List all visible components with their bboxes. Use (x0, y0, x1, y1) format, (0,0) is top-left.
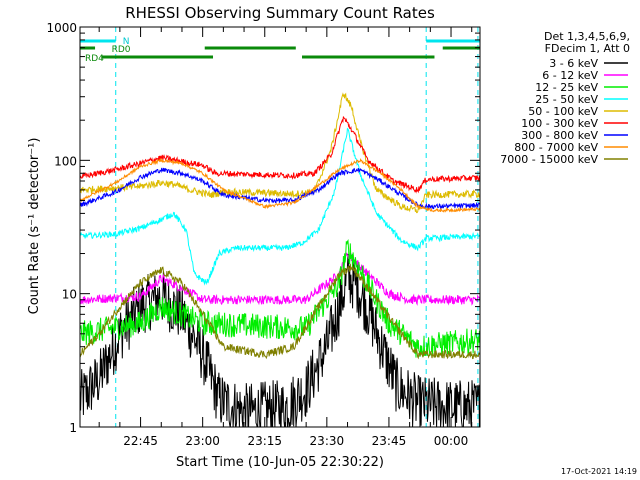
y-tick-label: 1 (69, 421, 77, 435)
x-axis: 22:45 23:00 23:15 23:30 23:45 00:00 (98, 27, 473, 448)
interval-label: RD4 (85, 54, 104, 64)
y-tick-label: 10 (62, 288, 77, 302)
chart-title: RHESSI Observing Summary Count Rates (125, 4, 435, 22)
y-axis-label: Count Rate (s⁻¹ detector⁻¹) (27, 138, 42, 315)
timestamp: 17-Oct-2021 14:19 (561, 467, 637, 476)
x-tick-label: 23:30 (310, 434, 345, 448)
legend-label: 25 - 50 keV (535, 93, 598, 106)
plot-frame (79, 26, 481, 428)
series-line-4 (80, 92, 480, 214)
series-line-2 (80, 238, 480, 358)
x-tick-label: 23:00 (185, 434, 220, 448)
legend-label: 7000 - 15000 keV (500, 153, 598, 166)
series-line-0 (80, 253, 480, 427)
y-tick-label: 1000 (46, 21, 77, 35)
x-axis-label: Start Time (10-Jun-05 22:30:22) (176, 455, 384, 470)
series-line-3 (80, 127, 480, 286)
interval-label: RD0 (112, 45, 131, 55)
x-tick-label: 23:45 (372, 434, 407, 448)
decimation-info: FDecim 1, Att 0 (545, 42, 630, 55)
x-tick-label: 00:00 (434, 434, 469, 448)
series-line-8 (80, 263, 480, 360)
series-line-7 (80, 157, 480, 213)
legend-label: 3 - 6 keV (549, 57, 598, 70)
legend-label: 300 - 800 keV (521, 129, 598, 142)
y-axis: 1 10 100 1000 (46, 21, 480, 435)
interval-label: N (123, 37, 130, 47)
detector-info: Det 1,3,4,5,6,9, (544, 30, 630, 43)
series-line-5 (80, 116, 480, 194)
legend-label: 50 - 100 keV (528, 105, 598, 118)
series-line-1 (80, 252, 480, 306)
legend-label: 12 - 25 keV (535, 81, 598, 94)
legend-label: 6 - 12 keV (542, 69, 598, 82)
legend-label: 100 - 300 keV (521, 117, 598, 130)
x-tick-label: 22:45 (123, 434, 158, 448)
legend-label: 800 - 7000 keV (514, 141, 598, 154)
x-tick-label: 23:15 (247, 434, 282, 448)
plot-area (80, 27, 480, 427)
y-tick-label: 100 (54, 154, 77, 168)
